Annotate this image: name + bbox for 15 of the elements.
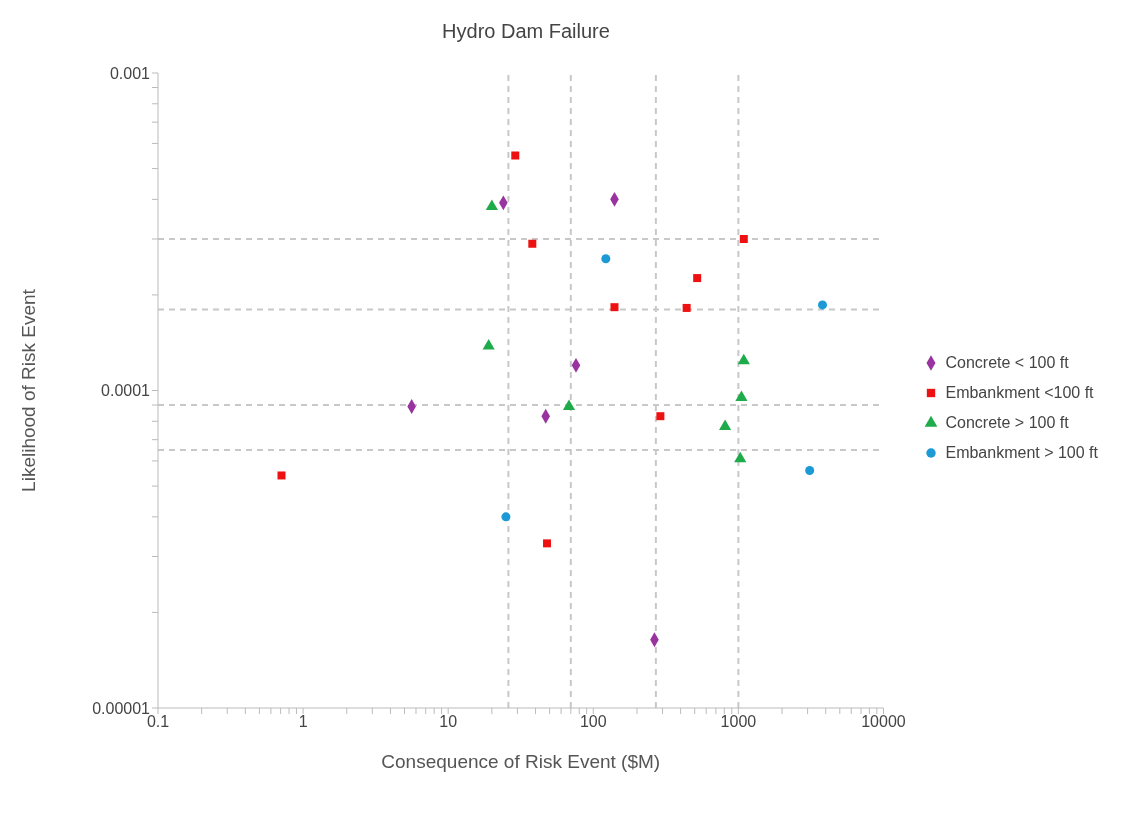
x-tick-label: 1 <box>298 713 308 731</box>
x-tick-label: 10000 <box>861 713 906 731</box>
x-axis-title: Consequence of Risk Event ($M) <box>381 751 661 772</box>
chart-title: Hydro Dam Failure <box>441 20 611 43</box>
y-tick-label: 0.001 <box>109 64 151 82</box>
y-axis-title: Likelihood of Risk Event <box>17 288 39 492</box>
y-tick-label: 0.0001 <box>101 382 151 400</box>
x-tick-label: 0.1 <box>146 713 170 731</box>
x-tick-label: 10 <box>439 713 458 731</box>
legend-label: Embankment <100 ft <box>945 384 1094 402</box>
legend-label: Embankment > 100 ft <box>945 444 1098 462</box>
legend-label: Concrete > 100 ft <box>945 414 1069 432</box>
legend-label: Concrete < 100 ft <box>945 354 1069 372</box>
x-tick-label: 100 <box>579 713 607 731</box>
x-tick-label: 1000 <box>720 713 757 731</box>
